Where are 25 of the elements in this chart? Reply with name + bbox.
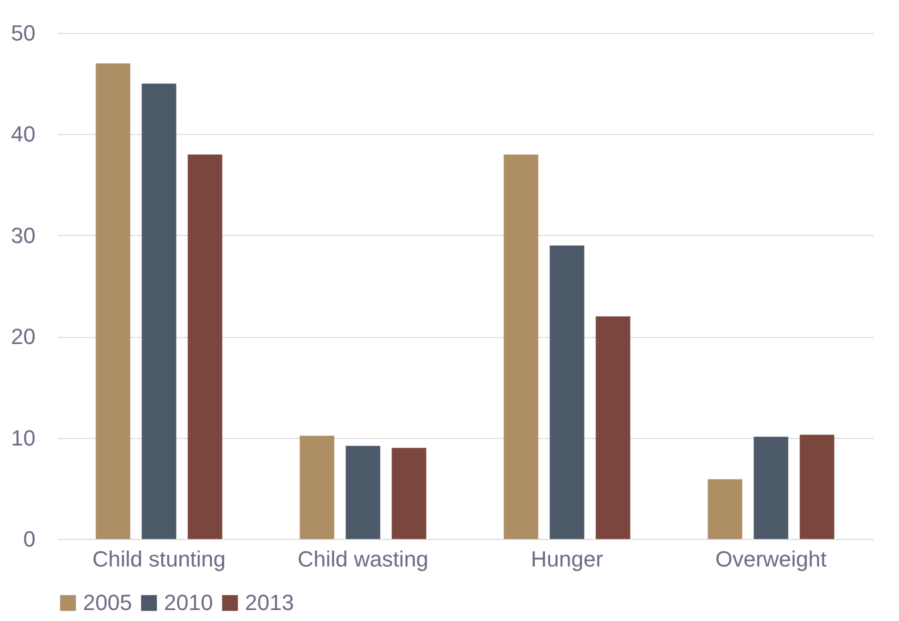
bar [800,434,834,539]
legend-label: 2010 [164,590,213,615]
bar [754,436,788,539]
bar [300,436,334,539]
bar [550,246,584,539]
y-tick-label: 50 [11,20,36,46]
legend-label: 2013 [245,590,294,615]
y-tick-label: 0 [23,526,36,552]
y-tick-label: 20 [11,324,36,350]
y-tick-label: 30 [11,222,36,248]
bar [392,448,426,539]
bar [142,84,176,539]
x-tick-label: Child wasting [298,546,428,572]
x-tick-label: Child stunting [92,546,226,572]
bar [596,316,630,539]
x-tick-label: Overweight [715,546,827,572]
y-tick-label: 40 [11,122,36,147]
bar [346,446,380,539]
bar [188,154,222,539]
y-tick-label: 10 [11,425,36,450]
bar [96,63,130,539]
bar [504,154,538,539]
bar [708,479,742,539]
x-tick-label: Hunger [530,546,604,572]
legend-label: 2005 [83,590,132,615]
